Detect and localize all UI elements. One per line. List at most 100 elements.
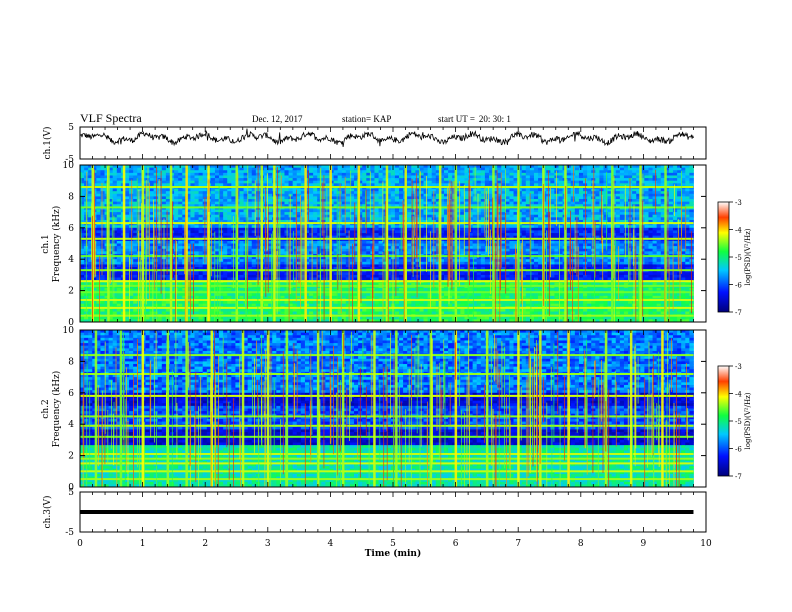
ch1-spectrogram-cell [399, 316, 404, 320]
ch1-spectrogram-cell [157, 295, 163, 299]
ch1-spectrogram-cell [288, 230, 294, 234]
ch1-spectrogram-cell [165, 261, 171, 265]
ch1-spectrogram-cell [296, 319, 302, 322]
ch1-spectrogram-cell [231, 295, 236, 299]
ch1-spectrogram-cell [157, 214, 163, 218]
ch1-spectrogram-cell [288, 303, 294, 307]
ch1-spectrogram-cell [399, 175, 404, 179]
ch1-spectrogram-cell [104, 264, 110, 268]
ch1-spectrogram-cell [202, 178, 208, 182]
ch1-spectrogram-cell [116, 261, 122, 265]
ch1-spectrogram-cell [182, 311, 187, 315]
ch1-spectrogram-cell [247, 199, 253, 203]
ch1-spectrogram-cell [411, 301, 416, 305]
ch1-spectrogram-cell [358, 303, 363, 307]
ch1-spectrogram-cell [304, 170, 310, 174]
ch1-spectrogram-cell [366, 172, 371, 176]
ch1-spectrogram-cell [116, 233, 122, 237]
ch1-spectrogram-cell [182, 201, 187, 205]
ch1-spectrogram-cell [112, 251, 118, 255]
ch1-spectrogram-cell [276, 201, 281, 205]
ch1-spectrogram-cell [280, 295, 285, 299]
ch1-spectrogram-cell [366, 214, 371, 218]
ch1-spectrogram-cell [231, 287, 236, 291]
ch1-spectrogram-cell [309, 219, 314, 223]
ch1-spectrogram-cell [366, 240, 371, 244]
ch1-spectrogram-cell [354, 274, 359, 278]
ch1-spectrogram-cell [210, 209, 216, 213]
ch1-spectrogram-cell [88, 240, 93, 244]
ch1-spectrogram-cell [149, 251, 155, 255]
ch1-spectrogram-cell [194, 219, 200, 223]
ch1-spectrogram-cell [390, 209, 396, 213]
ch1-spectrogram-cell [292, 225, 298, 229]
ch1-spectrogram-cell [251, 212, 257, 216]
ch1-spectrogram-cell [309, 316, 314, 320]
ch1-spectrogram-cell [317, 193, 322, 197]
ch1-spectrogram-cell [284, 167, 289, 171]
ch1-spectrogram-cell [251, 277, 257, 281]
ch1-spectrogram-cell [133, 256, 138, 260]
ch1-spectrogram-cell [223, 308, 228, 312]
ch1-spectrogram-cell [407, 282, 412, 286]
ch1-spectrogram-cell [407, 201, 412, 205]
ch1-spectrogram-cell [341, 282, 347, 286]
ch1-spectrogram-cell [186, 219, 191, 223]
ch1-spectrogram-cell [88, 172, 93, 176]
ch1-spectrogram-cell [194, 227, 200, 231]
ch1-spectrogram-cell [366, 193, 371, 197]
ch1-spectrogram-cell [341, 243, 347, 247]
ch1-spectrogram-cell [341, 172, 347, 176]
ch1-spectrogram-cell [268, 170, 273, 174]
ch1-spectrogram-cell [309, 170, 314, 174]
ch1-spectrogram-cell [354, 196, 359, 200]
ch1-spectrogram-cell [186, 167, 191, 171]
ch1-spectrogram-cell [374, 233, 379, 237]
ch1-spectrogram-cell [309, 311, 314, 315]
ch1-spectrogram-cell [223, 227, 228, 231]
ch1-spectrogram-cell [96, 227, 101, 231]
ch1-spectrogram-cell [333, 243, 339, 247]
ch1-spectrogram-cell [337, 274, 343, 278]
ch1-spectrogram-cell [186, 172, 191, 176]
ch1-spectrogram-cell [333, 233, 339, 237]
ch1-spectrogram-cell [378, 199, 384, 203]
ch1-spectrogram-cell [304, 256, 310, 260]
ch1-spectrogram-cell [386, 311, 392, 315]
ch1-spectrogram-cell [116, 225, 122, 229]
ch1-spectrogram-cell [358, 167, 363, 171]
ch1-spectrogram-cell [214, 282, 220, 286]
ch1-spectrogram-cell [112, 293, 118, 297]
ch1-spectrogram-cell [190, 264, 195, 268]
ch1-spectrogram-cell [317, 261, 322, 265]
ch1-spectrogram-cell [198, 214, 204, 218]
ch1-spectrogram-cell [108, 209, 114, 213]
ch1-spectrogram-cell [116, 214, 122, 218]
ch1-spectrogram-cell [345, 293, 351, 297]
ch1-spectrogram-cell [366, 217, 371, 221]
ch1-spectrogram-cell [227, 277, 232, 281]
ch1-spectrogram-cell [149, 212, 155, 216]
ch1-spectrogram-cell [349, 287, 355, 291]
ch1-spectrogram-cell [366, 287, 371, 291]
ch1-spectrogram-cell [104, 243, 110, 247]
ch1-spectrogram-cell [362, 199, 367, 203]
ch1-spectrogram-cell [415, 175, 420, 179]
ch1-spectrogram-cell [133, 209, 138, 213]
ch1-spectrogram-cell [231, 165, 236, 169]
ch1-spectrogram-cell [243, 167, 249, 171]
ch1-spectrogram-cell [178, 204, 183, 208]
ch1-spectrogram-cell [390, 225, 396, 229]
ch1-spectrogram-cell [243, 191, 249, 195]
ch1-spectrogram-cell [309, 193, 314, 197]
ch1-spectrogram-cell [362, 316, 367, 320]
ch1-spectrogram-cell [214, 180, 220, 184]
ch1-spectrogram-cell [288, 212, 294, 216]
ch1-spectrogram-cell [214, 217, 220, 221]
ch1-spectrogram-cell [223, 214, 228, 218]
ch1-spectrogram-cell [133, 233, 138, 237]
ch1-spectrogram-cell [317, 230, 322, 234]
ch1-spectrogram-cell [337, 175, 343, 179]
ch1-spectrogram-cell [178, 214, 183, 218]
ch1-spectrogram-cell [325, 209, 330, 213]
